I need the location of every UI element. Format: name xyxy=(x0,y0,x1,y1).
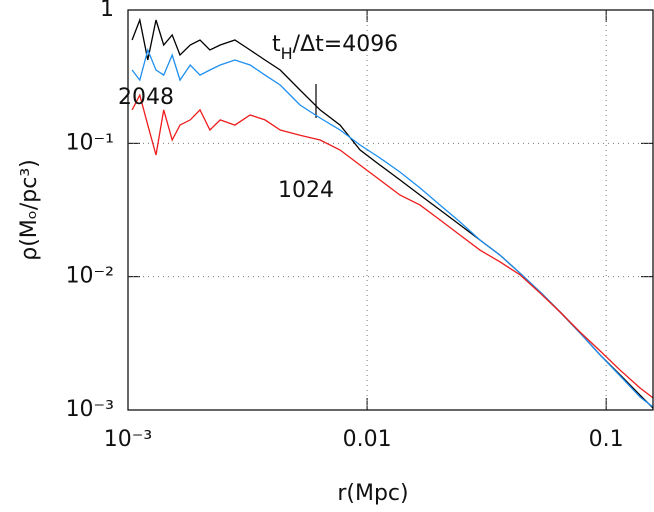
series-label: 2048 xyxy=(118,85,174,110)
series-line xyxy=(131,17,654,409)
x-axis-label: r(Mpc) xyxy=(337,481,408,506)
annotation-part: t xyxy=(272,32,281,57)
x-tick-label: 0.1 xyxy=(589,427,624,452)
y-axis-label: ρ(Mₒ/pc³) xyxy=(17,159,42,261)
annotation-part: /Δt=4096 xyxy=(293,32,399,57)
x-tick-label: 10⁻³ xyxy=(104,427,152,452)
plot-frame xyxy=(127,9,654,411)
annotation-part: H xyxy=(281,44,293,63)
x-tick-label: 0.01 xyxy=(343,427,392,452)
annotation: tH/Δt=4096 xyxy=(272,32,398,63)
y-tick-label: 1 xyxy=(100,0,114,22)
series-line xyxy=(131,93,654,399)
y-tick-label: 10⁻¹ xyxy=(66,130,114,155)
y-tick-label: 10⁻² xyxy=(66,264,114,289)
series-label: 1024 xyxy=(278,178,334,203)
y-tick-label: 10⁻³ xyxy=(66,397,114,422)
series-line xyxy=(131,47,654,408)
